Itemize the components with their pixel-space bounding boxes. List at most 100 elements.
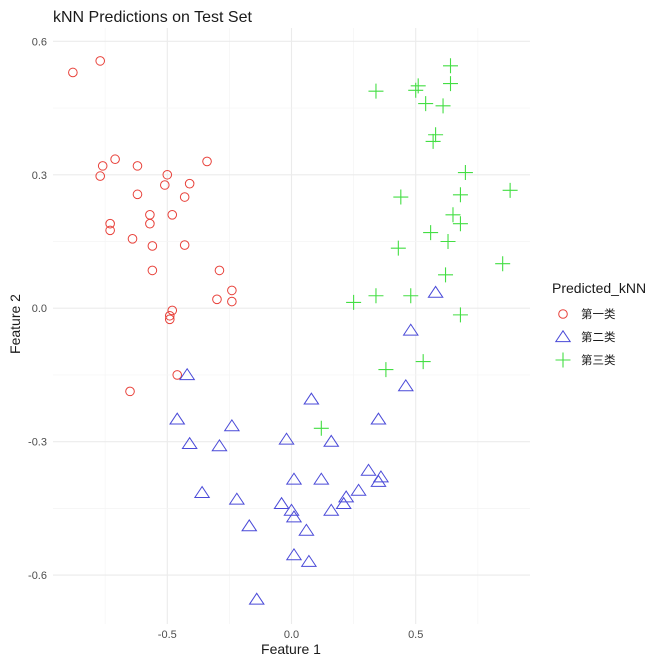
data-point-circle — [125, 386, 135, 397]
x-axis-title: Feature 1 — [261, 641, 321, 657]
data-point-plus — [452, 187, 468, 203]
data-point-plus — [435, 98, 451, 114]
y-tick-labels: -0.6 -0.3 0.0 0.3 0.6 — [28, 36, 47, 582]
data-point-plus — [443, 76, 458, 92]
data-point-triangle — [285, 547, 303, 561]
data-point-plus — [415, 354, 431, 370]
data-point-circle — [162, 169, 173, 180]
data-point-plus — [368, 288, 384, 304]
data-point-circle — [227, 285, 237, 296]
data-point-circle — [110, 154, 120, 165]
data-point-plus — [368, 83, 384, 99]
data-point-triangle — [335, 496, 352, 510]
data-point-circle — [164, 314, 175, 325]
data-point-triangle — [273, 496, 290, 510]
y-tick-label: -0.6 — [28, 570, 47, 582]
data-point-circle — [167, 305, 178, 316]
data-point-circle — [184, 178, 195, 189]
y-tick-label: 0.6 — [32, 36, 47, 48]
data-point-triangle — [323, 434, 340, 447]
data-point-triangle — [350, 483, 367, 496]
data-point-plus — [443, 58, 458, 74]
grid — [53, 28, 530, 624]
data-point-circle — [97, 161, 108, 171]
data-point-plus — [418, 96, 434, 112]
data-point-circle — [132, 189, 143, 200]
data-point-plus — [313, 420, 329, 436]
data-point-plus — [423, 225, 439, 241]
data-point-circle — [212, 294, 222, 305]
data-point-plus — [390, 240, 406, 256]
chart-title: kNN Predictions on Test Set — [53, 9, 252, 26]
y-tick-label: 0.3 — [32, 170, 47, 182]
data-point-triangle — [278, 432, 295, 445]
data-point-circle — [164, 310, 175, 321]
x-tick-labels: -0.5 0.0 0.5 — [158, 629, 424, 641]
data-point-circle — [132, 161, 143, 171]
data-point-circle — [179, 240, 190, 250]
data-point-triangle — [298, 523, 315, 536]
data-point-plus — [502, 182, 518, 198]
data-point-triangle — [372, 470, 390, 483]
data-point-triangle — [169, 412, 186, 425]
data-point-circle — [147, 241, 158, 251]
data-point-plus — [428, 127, 444, 143]
data-point-plus — [346, 294, 362, 310]
data-point-plus — [457, 165, 473, 181]
data-point-triangle — [313, 472, 330, 485]
legend-key-triangle — [554, 329, 572, 343]
y-tick-label: -0.3 — [28, 437, 47, 449]
data-point-plus — [452, 216, 468, 232]
data-point-triangle — [300, 554, 318, 567]
data-point-triangle — [285, 510, 303, 523]
data-point-circle — [95, 171, 106, 181]
data-point-triangle — [228, 492, 245, 505]
data-point-circle — [127, 234, 138, 244]
data-point-circle — [105, 225, 115, 236]
x-tick-label: 0.0 — [284, 629, 299, 641]
data-point-circle — [202, 156, 212, 167]
data-point-triangle — [427, 285, 444, 298]
data-points — [68, 56, 518, 605]
data-point-plus — [393, 189, 409, 205]
data-point-triangle — [181, 436, 198, 450]
data-point-circle — [214, 265, 225, 276]
data-point-triangle — [179, 367, 196, 381]
legend-label: 第二类 — [581, 330, 616, 344]
legend-label: 第一类 — [581, 307, 616, 321]
data-point-plus — [403, 288, 419, 304]
y-axis-title: Feature 2 — [7, 294, 23, 354]
x-tick-label: -0.5 — [158, 629, 177, 641]
data-point-triangle — [193, 485, 211, 498]
data-point-plus — [438, 267, 454, 283]
data-point-circle — [147, 265, 158, 276]
data-point-circle — [167, 210, 178, 220]
data-point-circle — [159, 180, 170, 190]
legend-title: Predicted_kNN — [552, 280, 646, 296]
data-point-circle — [95, 56, 106, 66]
data-point-circle — [145, 210, 155, 220]
data-point-plus — [445, 207, 461, 223]
data-point-triangle — [370, 412, 387, 425]
data-point-triangle — [241, 519, 258, 532]
data-point-triangle — [303, 392, 320, 405]
data-point-triangle — [323, 503, 340, 516]
legend-key-circle — [558, 309, 568, 319]
x-tick-label: 0.5 — [408, 629, 423, 641]
data-point-triangle — [338, 490, 355, 503]
data-point-circle — [145, 218, 155, 229]
data-point-triangle — [211, 438, 228, 452]
data-point-plus — [495, 256, 511, 272]
data-point-plus — [452, 307, 468, 323]
data-point-circle — [179, 192, 190, 202]
data-point-plus — [440, 233, 456, 249]
data-point-circle — [227, 296, 237, 307]
data-point-plus — [408, 82, 424, 98]
data-point-circle — [105, 218, 115, 229]
data-point-triangle — [360, 463, 377, 476]
data-point-circle — [68, 67, 78, 78]
data-point-plus — [410, 78, 426, 94]
data-point-triangle — [285, 472, 303, 485]
